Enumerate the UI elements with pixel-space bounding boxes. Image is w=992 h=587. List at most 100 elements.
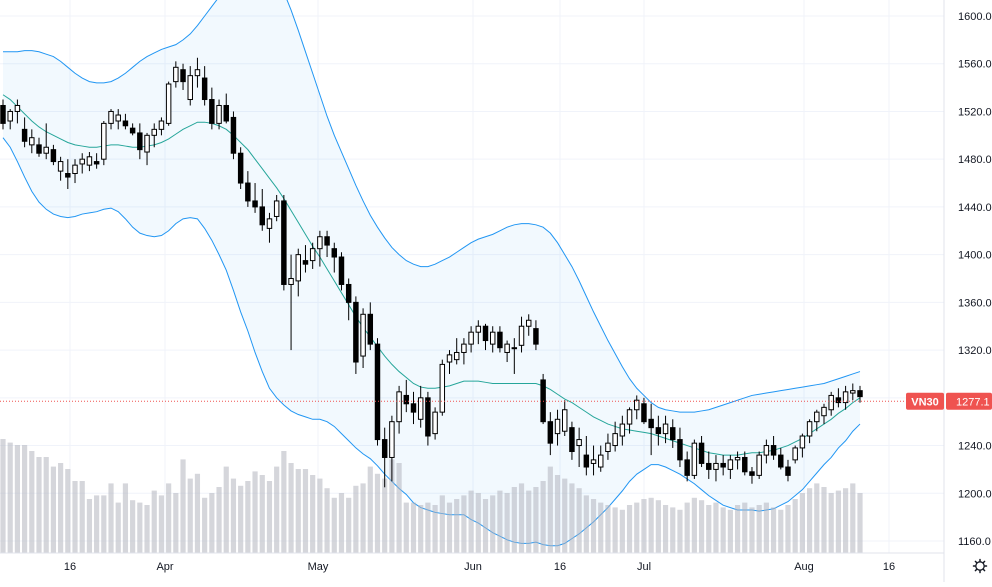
price-axis[interactable]: 1600.0 1560.0 1520.0 1480.0 1440.0 1400.0 1360…: [958, 11, 992, 548]
candle: [720, 455, 726, 476]
candle: [86, 152, 93, 172]
volume-bar: [454, 499, 460, 553]
candle-body-down: [374, 343, 381, 441]
candle: [525, 314, 532, 336]
volume-bar: [792, 499, 798, 553]
candle: [353, 296, 359, 374]
candle-body-up: [187, 75, 193, 101]
volume-bar: [706, 505, 712, 553]
candle-body-down: [259, 206, 265, 226]
volume-bar: [742, 502, 748, 553]
candle: [245, 171, 251, 207]
candle: [518, 316, 525, 353]
last-price-label: 1277.1: [956, 396, 990, 408]
time-tick-label: May: [308, 561, 329, 573]
volume-bar: [770, 507, 777, 553]
price-tick-label: 1160.0: [958, 536, 991, 548]
candle: [770, 436, 777, 460]
volume-bar: [367, 466, 373, 553]
volume-bar: [216, 487, 222, 553]
volume-bar: [634, 502, 640, 553]
time-axis[interactable]: 16 Apr May Jun 16 Jul Aug 16: [64, 561, 895, 573]
candle: [137, 123, 143, 160]
volume-bar: [576, 488, 582, 553]
volume-bar: [144, 505, 150, 553]
volume-bar: [310, 475, 316, 553]
candle-body-down: [180, 69, 186, 83]
candle: [209, 87, 215, 130]
candle-body-up: [842, 391, 849, 404]
volume-bar: [130, 500, 136, 553]
price-tick-label: 1480.0: [958, 154, 992, 166]
candle: [302, 245, 309, 273]
volume-bar: [698, 500, 705, 553]
candle: [36, 137, 42, 157]
price-tick-label: 1200.0: [958, 488, 992, 500]
settings-gear-icon[interactable]: [972, 558, 988, 574]
candle-body-up: [317, 236, 323, 250]
candle-body-up: [590, 459, 597, 464]
candle-body-down: [533, 328, 539, 345]
volume-bar: [180, 459, 186, 553]
candle-body-down: [641, 403, 647, 423]
candle-body-down: [655, 427, 662, 435]
candle: [742, 451, 748, 476]
volume-bar: [857, 493, 863, 553]
candle: [727, 455, 734, 479]
candles: [0, 57, 863, 488]
price-tick-label: 1360.0: [958, 297, 992, 309]
volume-bar: [554, 475, 561, 553]
volume-bar: [727, 509, 733, 553]
volume-bar: [785, 505, 791, 553]
candle-body-up: [194, 69, 201, 77]
candle-body-up: [475, 325, 482, 333]
candle: [612, 421, 618, 452]
candle: [252, 183, 258, 213]
volume-bar: [252, 471, 258, 553]
candle-body-down: [201, 77, 208, 101]
candle-body-up: [57, 161, 64, 172]
candle: [180, 63, 186, 90]
volume-bar: [432, 505, 438, 553]
volume-bar: [626, 505, 633, 553]
candle: [144, 132, 150, 166]
candle-body-up: [151, 128, 157, 136]
candle-body-up: [489, 331, 496, 345]
candle: [785, 459, 791, 482]
candle: [403, 379, 410, 413]
candle: [0, 99, 6, 130]
volume-bar: [641, 499, 647, 553]
candle-body-up: [446, 354, 453, 363]
candle: [497, 326, 503, 353]
symbol-badge: VN30: [906, 392, 944, 410]
candle: [410, 391, 417, 425]
price-tick-label: 1320.0: [958, 345, 992, 357]
volume-bar: [835, 490, 841, 553]
volume-bar: [65, 469, 71, 553]
candle-body-down: [670, 427, 676, 441]
candle-body-up: [691, 442, 698, 476]
candle-body-down: [137, 132, 143, 151]
volume-bar: [425, 502, 431, 553]
price-tick-label: 1600.0: [958, 11, 992, 23]
candle-body-down: [230, 116, 237, 154]
candle: [14, 99, 21, 124]
candle-body-down: [677, 439, 683, 461]
volume-bar: [821, 487, 827, 553]
candle-body-down: [281, 200, 287, 285]
candle-body-up: [821, 406, 827, 417]
time-tick-label: 16: [883, 561, 895, 573]
candle: [389, 415, 395, 482]
candle: [778, 447, 784, 470]
candle: [576, 427, 582, 468]
volume-bars: [0, 439, 863, 553]
candle-body-down: [749, 471, 755, 476]
candle-body-up: [417, 397, 424, 420]
candle: [21, 117, 28, 148]
candle-body-down: [65, 173, 71, 178]
candle: [216, 99, 222, 130]
candle-body-down: [706, 462, 712, 470]
candle: [648, 403, 654, 456]
